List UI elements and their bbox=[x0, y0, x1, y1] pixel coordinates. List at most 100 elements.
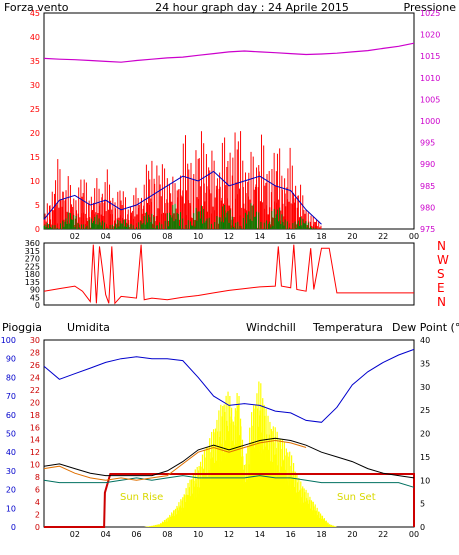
wind-tick-label: 45 bbox=[30, 9, 40, 18]
temperature-tick-label: 20 bbox=[420, 430, 430, 439]
wind-tick-label: 20 bbox=[30, 129, 40, 138]
direction-tick-label: 45 bbox=[30, 293, 40, 302]
x-tick-label: 12 bbox=[224, 530, 234, 539]
wind-tick-label: 40 bbox=[30, 33, 40, 42]
wind-tick-label: 35 bbox=[30, 57, 40, 66]
x-tick-label: 06 bbox=[131, 530, 141, 539]
wind-average-line bbox=[43, 170, 322, 225]
rain-tick-label: 14 bbox=[30, 436, 40, 445]
wind-time-axis-ticks: 02 04 06 08 10 12 14 16 18 20 22 00 bbox=[70, 232, 419, 241]
wind-tick-label: 30 bbox=[30, 81, 40, 90]
temperature-tick-label: 5 bbox=[420, 500, 425, 509]
wind-tick-label: 0 bbox=[35, 225, 40, 234]
direction-tick-label: 360 bbox=[25, 239, 40, 248]
x-tick-label: 00 bbox=[409, 530, 419, 539]
rain-tick-label: 0 bbox=[35, 523, 40, 532]
rain-tick-label: 16 bbox=[30, 423, 40, 432]
x-tick-label: 04 bbox=[101, 530, 111, 539]
x-tick-label: 14 bbox=[255, 232, 265, 241]
wind-tick-label: 10 bbox=[30, 177, 40, 186]
graph-title: 24 hour graph day : 24 Aprile 2015 bbox=[155, 1, 349, 14]
weather-time-axis-ticks: 02 04 06 08 10 12 14 16 18 20 22 00 bbox=[70, 530, 419, 539]
wind-axis-ticks: 0 5 10 15 20 25 30 35 40 45 bbox=[30, 9, 40, 234]
humidity-tick-label: 40 bbox=[6, 448, 16, 457]
humidity-tick-label: 70 bbox=[6, 392, 16, 401]
rain-tick-label: 30 bbox=[30, 336, 40, 345]
temperature-tick-label: 40 bbox=[420, 336, 430, 345]
wind-pressure-series bbox=[43, 42, 415, 229]
x-tick-label: 08 bbox=[162, 232, 172, 241]
compass-label: N bbox=[437, 239, 446, 253]
wind-tick-label: 5 bbox=[35, 201, 40, 210]
humidity-tick-label: 80 bbox=[6, 373, 16, 382]
temperature-tick-label: 10 bbox=[420, 476, 430, 485]
temperature-tick-label: 30 bbox=[420, 383, 430, 392]
x-tick-label: 14 bbox=[255, 530, 265, 539]
x-tick-label: 16 bbox=[286, 530, 296, 539]
x-tick-label: 02 bbox=[70, 232, 80, 241]
rain-tick-label: 22 bbox=[30, 386, 40, 395]
windchill-legend: Windchill bbox=[246, 321, 296, 334]
wind-tick-label: 25 bbox=[30, 105, 40, 114]
rain-tick-label: 28 bbox=[30, 348, 40, 357]
pressure-tick-label: 1025 bbox=[420, 9, 440, 18]
pressure-tick-label: 995 bbox=[420, 139, 435, 148]
direction-tick-label: 225 bbox=[25, 262, 40, 271]
temperature-axis-ticks: 0 5 10 15 20 25 30 35 40 bbox=[420, 336, 430, 532]
compass-label: W bbox=[437, 253, 449, 267]
temperature-tick-label: 35 bbox=[420, 359, 430, 368]
windchill-series-line bbox=[43, 439, 307, 481]
rain-series-line bbox=[44, 473, 415, 528]
rain-tick-label: 24 bbox=[30, 373, 40, 382]
humidity-tick-label: 30 bbox=[6, 467, 16, 476]
rain-tick-label: 4 bbox=[35, 498, 40, 507]
x-tick-label: 12 bbox=[224, 232, 234, 241]
pressure-tick-label: 1020 bbox=[420, 31, 440, 40]
x-tick-label: 22 bbox=[378, 232, 388, 241]
x-tick-label: 20 bbox=[347, 530, 357, 539]
wind-tick-label: 15 bbox=[30, 153, 40, 162]
wind-direction-line bbox=[43, 244, 414, 305]
x-tick-label: 10 bbox=[193, 232, 203, 241]
temperature-tick-label: 0 bbox=[420, 523, 425, 532]
direction-tick-label: 180 bbox=[25, 270, 40, 279]
x-tick-label: 10 bbox=[193, 530, 203, 539]
rain-axis-title: Pioggia bbox=[2, 321, 42, 334]
rain-tick-label: 20 bbox=[30, 398, 40, 407]
direction-tick-label: 90 bbox=[30, 286, 40, 295]
compass-label: S bbox=[437, 267, 445, 281]
humidity-axis-title: Umidita bbox=[67, 321, 110, 334]
direction-tick-label: 270 bbox=[25, 255, 40, 264]
x-tick-label: 08 bbox=[162, 530, 172, 539]
direction-tick-label: 0 bbox=[35, 301, 40, 310]
x-tick-label: 22 bbox=[378, 530, 388, 539]
rain-tick-label: 26 bbox=[30, 361, 40, 370]
pressure-series-line bbox=[43, 42, 415, 63]
rain-tick-label: 6 bbox=[35, 486, 40, 495]
x-tick-label: 00 bbox=[409, 232, 419, 241]
dewpoint-series-line bbox=[43, 475, 415, 488]
sun-rise-label: Sun Rise bbox=[120, 492, 163, 503]
pressure-tick-label: 1000 bbox=[420, 117, 440, 126]
humidity-tick-label: 90 bbox=[6, 355, 16, 364]
compass-label: N bbox=[437, 295, 446, 309]
humidity-tick-label: 20 bbox=[6, 486, 16, 495]
rain-tick-label: 10 bbox=[30, 461, 40, 470]
pressure-axis-title: Pressione bbox=[404, 1, 457, 14]
pressure-axis-ticks: 975 980 985 990 995 1000 1005 1010 1015 1020 1025 bbox=[420, 9, 440, 234]
wind-axis-title: Forza vento bbox=[4, 1, 69, 14]
pressure-tick-label: 1010 bbox=[420, 74, 440, 83]
x-tick-label: 02 bbox=[70, 530, 80, 539]
direction-tick-label: 315 bbox=[25, 247, 40, 256]
x-tick-label: 06 bbox=[131, 232, 141, 241]
humidity-tick-label: 50 bbox=[6, 430, 16, 439]
temperature-series-line bbox=[43, 437, 415, 479]
humidity-tick-label: 10 bbox=[6, 504, 16, 513]
x-tick-label: 04 bbox=[101, 232, 111, 241]
x-tick-label: 18 bbox=[316, 530, 326, 539]
humidity-series-line bbox=[43, 348, 415, 423]
